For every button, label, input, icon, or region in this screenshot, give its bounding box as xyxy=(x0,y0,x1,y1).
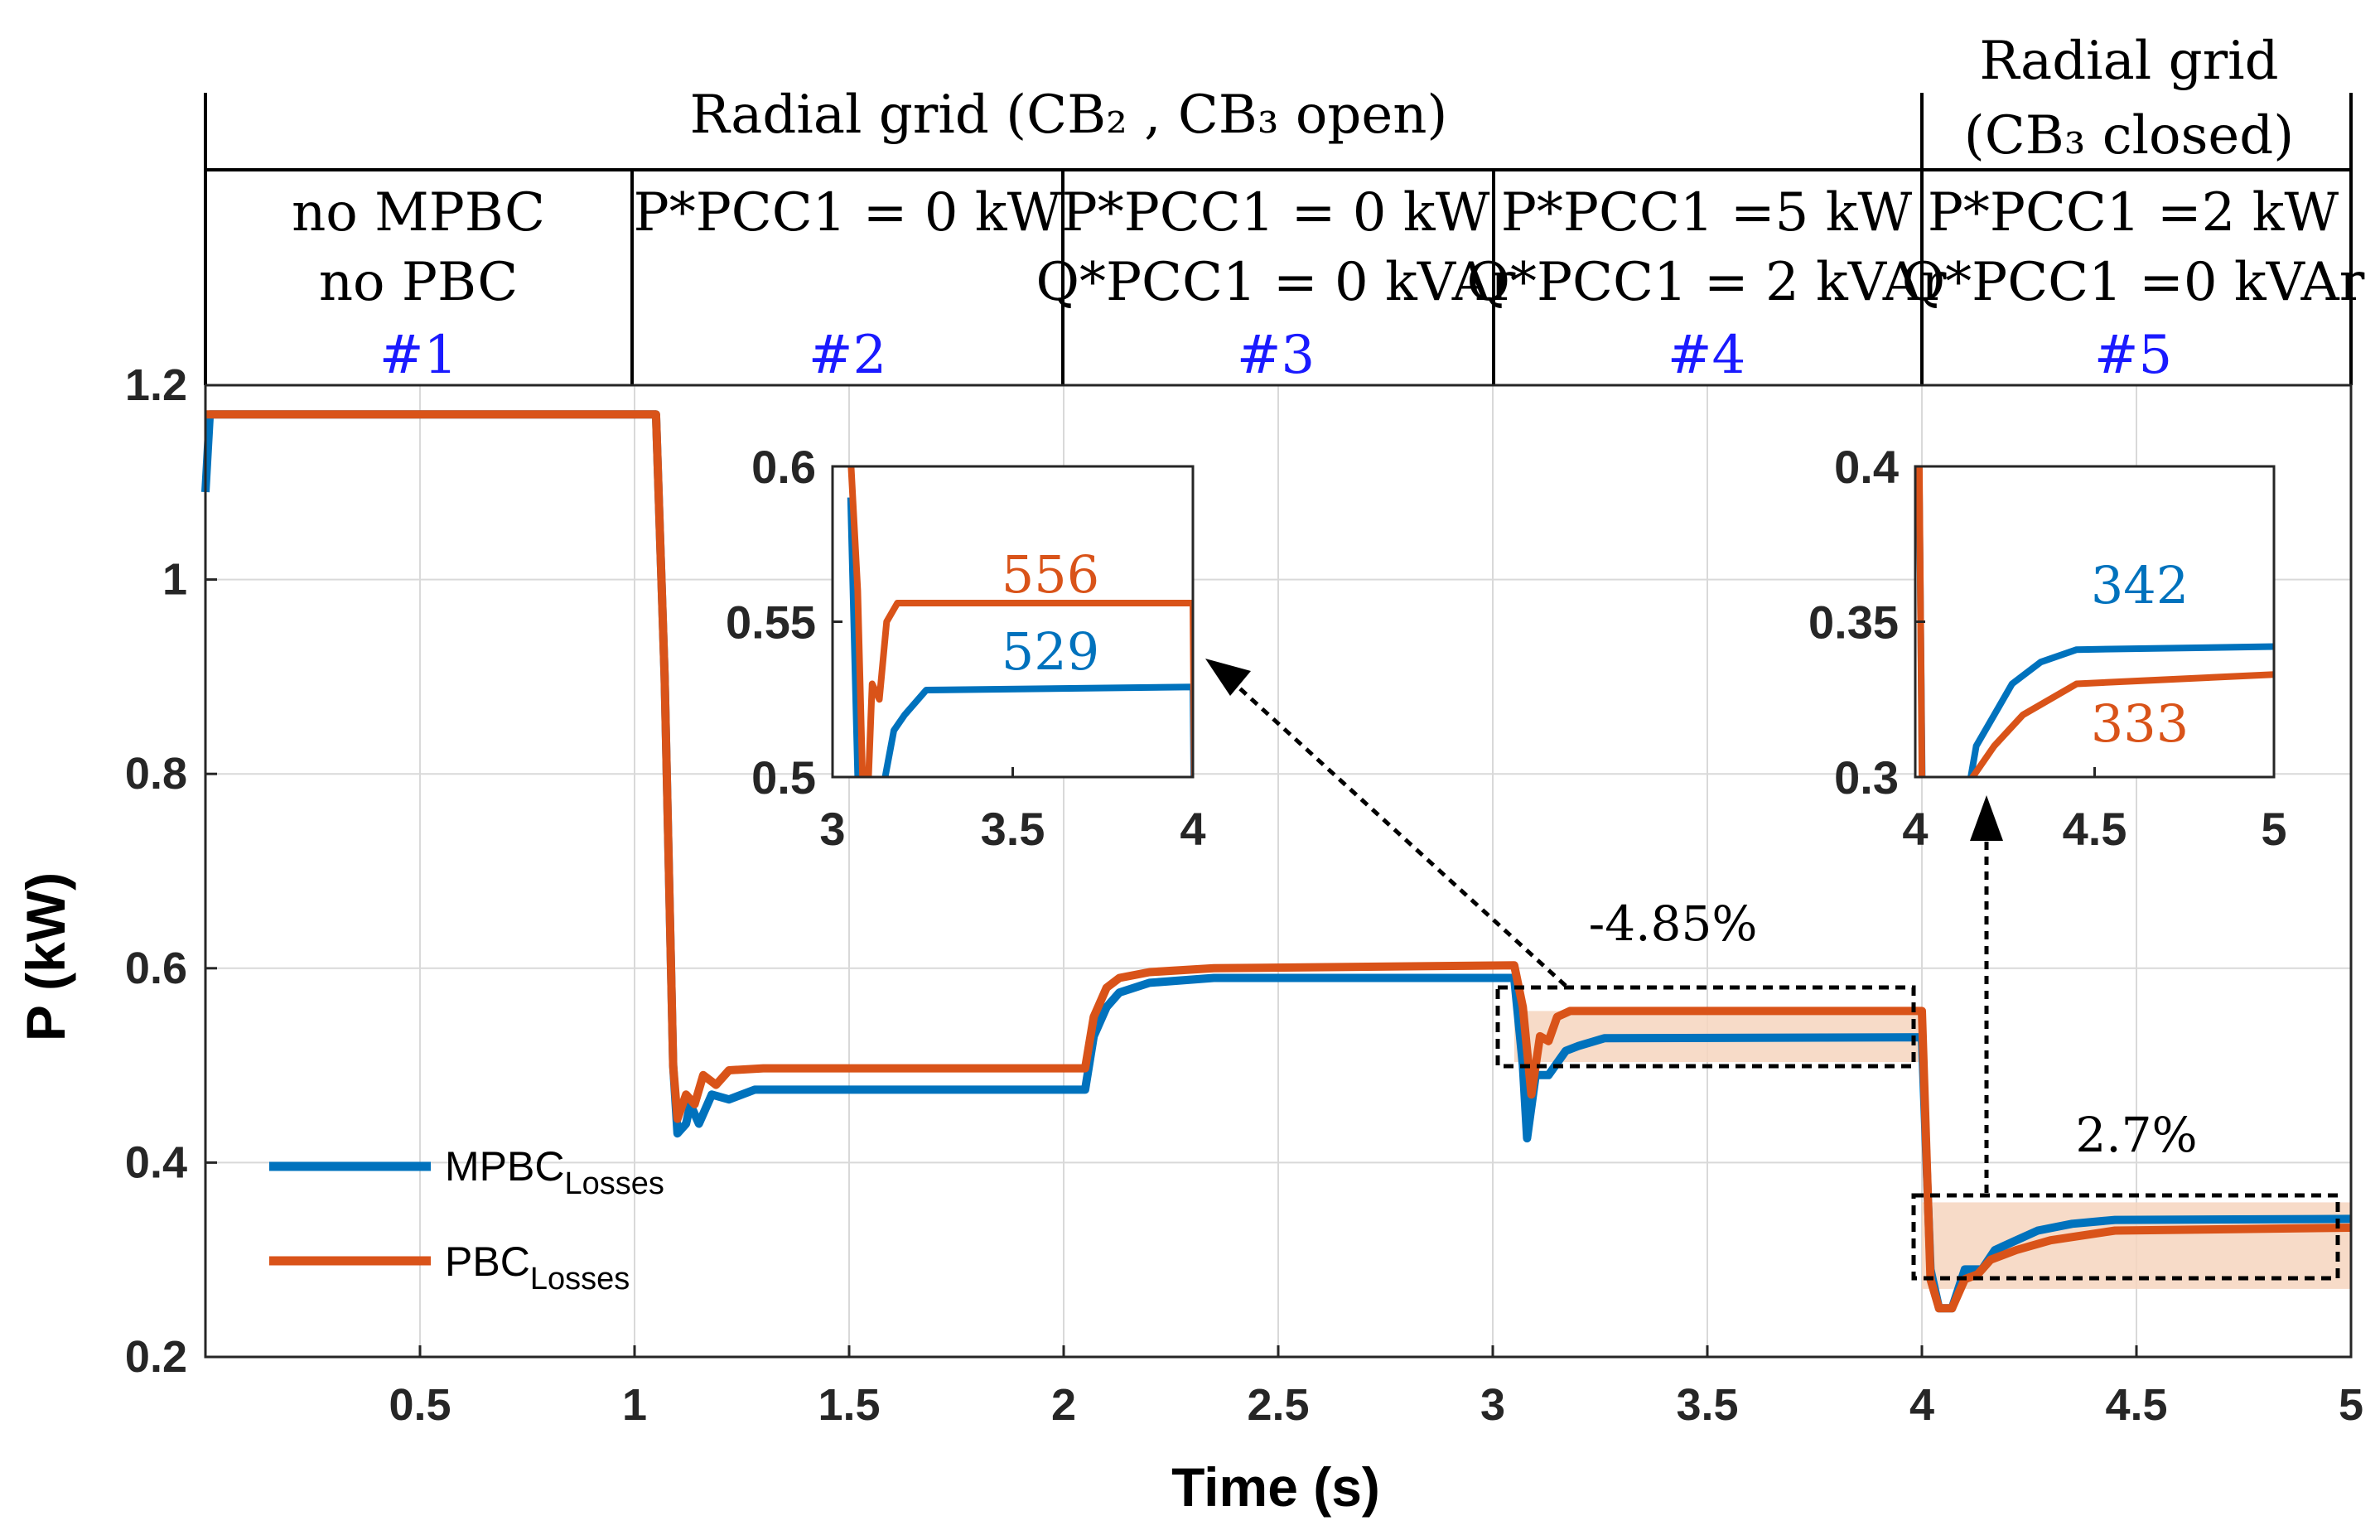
inset-1-label-pbc: 556 xyxy=(1002,544,1099,605)
inset-2-label-pbc: 333 xyxy=(2091,693,2189,754)
period-4-line2: Q*PCC1 = 2 kVAr xyxy=(1466,252,1946,313)
annotation-2-7: 2.7% xyxy=(2075,1107,2197,1163)
period-3-id: #3 xyxy=(1237,325,1315,386)
period-4-id: #4 xyxy=(1668,325,1745,386)
period-3-line1: P*PCC1 = 0 kW xyxy=(1062,182,1490,244)
inset2-bg xyxy=(1915,466,2274,777)
zoom-boxes xyxy=(1205,659,2340,1281)
x-tick-label-0: 0.5 xyxy=(389,1380,451,1430)
period-5-line1: P*PCC1 =2 kW xyxy=(1928,182,2339,244)
inset2-line-pbc xyxy=(1915,466,2274,777)
inset2-x-tick-label-0: 4 xyxy=(1902,803,1928,855)
x-tick-label-7: 4 xyxy=(1909,1380,1934,1430)
y-tick-label-0: 0.2 xyxy=(125,1332,187,1382)
legend: MPBCLosses PBCLosses xyxy=(269,1143,664,1296)
header-top-right-1: Radial grid xyxy=(1979,31,2278,92)
y-tick-label-1: 0.4 xyxy=(125,1137,187,1187)
header-top-left: Radial grid (CB₂ , CB₃ open) xyxy=(690,84,1448,146)
x-tick-label-9: 5 xyxy=(2339,1380,2363,1430)
period-5-line2: Q*PCC1 =0 kVAr xyxy=(1902,252,2365,313)
inset-1-label-mpbc: 529 xyxy=(1002,621,1099,682)
period-3-line2: Q*PCC1 = 0 kVAr xyxy=(1036,252,1515,313)
period-4-line1: P*PCC1 =5 kW xyxy=(1501,182,1913,244)
y-tick-label-4: 1 xyxy=(162,555,187,605)
x-tick-label-2: 1.5 xyxy=(818,1380,880,1430)
inset2-y-tick-label-1: 0.35 xyxy=(1808,596,1899,649)
inset-1: 3 3.5 4 0.5 0.55 0.6 556 529 xyxy=(726,441,1206,855)
x-axis-label: Time (s) xyxy=(1171,1456,1380,1518)
inset1-x-tick-label-2: 4 xyxy=(1180,803,1205,855)
inset1-y-tick-label-0: 0.5 xyxy=(751,751,816,804)
header-text: Radial grid (CB₂ , CB₃ open) Radial grid… xyxy=(292,31,2365,386)
inset2-x-tick-label-1: 4.5 xyxy=(2063,803,2127,855)
main-series xyxy=(201,410,2352,1313)
inset2-y-tick-label-2: 0.4 xyxy=(1834,441,1899,493)
inset-2-label-mpbc: 342 xyxy=(2091,555,2189,616)
inset1-line-mpbc xyxy=(847,497,1193,777)
arrow-head-2 xyxy=(1970,795,2003,841)
inset1-line-pbc xyxy=(847,466,1193,777)
inset2-y-tick-label-0: 0.3 xyxy=(1834,751,1899,804)
series-line-pbc xyxy=(205,410,2352,1313)
arrow-head-1 xyxy=(1205,659,1251,696)
y-axis-label: P (kW) xyxy=(15,872,76,1041)
legend-label-mpbc: MPBCLosses xyxy=(445,1143,664,1201)
y-tick-label-3: 0.8 xyxy=(125,749,187,799)
inset1-x-tick-label-1: 3.5 xyxy=(981,803,1045,855)
y-tick-label-2: 0.6 xyxy=(125,944,187,993)
inset2-series xyxy=(1915,466,2274,777)
zoom-box-period-4 xyxy=(1495,985,1916,1069)
inset-2: 4 4.5 5 0.3 0.35 0.4 342 333 xyxy=(1808,441,2287,855)
zoom-box-period-5 xyxy=(1911,1193,2340,1281)
inset1-y-tick-label-1: 0.55 xyxy=(726,596,816,649)
inset1-x-tick-label-0: 3 xyxy=(819,803,845,855)
x-tick-label-5: 3 xyxy=(1480,1380,1505,1430)
annotation-4-85: -4.85% xyxy=(1589,896,1758,952)
main-ticks: 0.5 1 1.5 2 2.5 3 3.5 4 4.5 5 0.2 0.4 0.6 0.8 1 1.2 xyxy=(125,360,2363,1430)
period-1-id: #1 xyxy=(379,325,457,386)
inset1-series xyxy=(847,466,1193,777)
x-tick-label-1: 1 xyxy=(622,1380,647,1430)
inset1-y-tick-label-2: 0.6 xyxy=(751,441,816,493)
header-top-right-2: (CB₃ closed) xyxy=(1964,105,2294,167)
period-2-line1: P*PCC1 = 0 kW xyxy=(634,182,1062,244)
inset1-bg xyxy=(833,466,1193,777)
arrow-line-1 xyxy=(1233,682,1567,987)
x-tick-label-3: 2 xyxy=(1051,1380,1076,1430)
inset2-line-mpbc xyxy=(1915,466,2274,777)
x-tick-label-6: 3.5 xyxy=(1676,1380,1738,1430)
x-tick-label-8: 4.5 xyxy=(2105,1380,2167,1430)
period-1-line1: no MPBC xyxy=(292,182,545,244)
period-5-id: #5 xyxy=(2094,325,2172,386)
legend-label-pbc: PBCLosses xyxy=(445,1238,630,1296)
period-2-id: #2 xyxy=(809,325,886,386)
period-1-line2: no PBC xyxy=(319,252,518,313)
x-tick-label-4: 2.5 xyxy=(1247,1380,1309,1430)
header-table xyxy=(204,93,2353,385)
y-tick-label-5: 1.2 xyxy=(125,360,187,410)
inset2-x-tick-label-2: 5 xyxy=(2261,803,2286,855)
